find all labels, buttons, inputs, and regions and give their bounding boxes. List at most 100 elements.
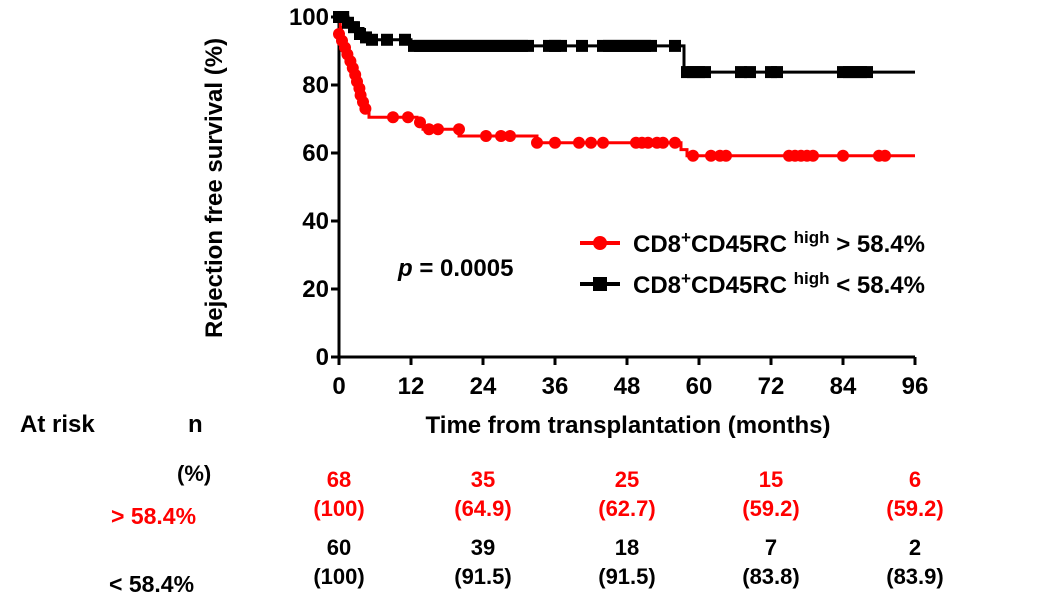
censor-mark	[453, 123, 465, 136]
risk-n-high: 35	[470, 467, 496, 492]
censor-mark	[359, 102, 372, 115]
risk-row-label-low: < 58.4%	[109, 571, 195, 597]
risk-pct-low: (83.9)	[886, 564, 944, 589]
censor-mark	[576, 39, 588, 52]
x-tick-label: 96	[902, 373, 929, 400]
risk-n-high: 68	[326, 467, 352, 492]
legend-marker	[593, 236, 607, 250]
risk-pct-high: (100)	[313, 496, 365, 521]
legend-part-sup1: +	[681, 269, 691, 288]
censor-mark	[645, 39, 657, 52]
censor-mark	[807, 149, 819, 162]
x-tick-label: 24	[470, 373, 497, 400]
p-value: = 0.0005	[413, 255, 514, 282]
risk-n-low: 60	[326, 535, 352, 560]
series-layer	[333, 11, 915, 162]
y-tick-label: 60	[302, 140, 329, 167]
risk-n-high: 6	[908, 467, 922, 492]
series-high	[333, 15, 915, 162]
legend-part-mid: CD45RC	[691, 231, 794, 258]
legend-part-base: CD8	[633, 231, 681, 258]
censor-mark	[555, 39, 567, 52]
censor-mark	[549, 136, 561, 149]
p-value-annotation: p = 0.0005	[397, 255, 513, 282]
y-tick-label: 0	[316, 344, 329, 371]
censor-mark	[771, 66, 783, 79]
legend-item-low: CD8+CD45RC high < 58.4%	[580, 269, 925, 299]
legend-label: CD8+CD45RC high > 58.4%	[633, 228, 925, 258]
censor-mark	[366, 33, 378, 46]
axes: 0 12 24 36 48 60 72 84 96 0 20 40 60 80 100	[289, 4, 928, 400]
risk-row-label-high: > 58.4%	[111, 503, 197, 529]
censor-mark	[522, 39, 534, 52]
series-low	[333, 11, 915, 79]
censor-mark	[495, 130, 507, 142]
x-axis-label: Time from transplantation (months)	[426, 412, 831, 439]
censor-mark	[381, 33, 393, 46]
censor-mark	[657, 136, 669, 149]
censor-mark	[585, 136, 597, 149]
risk-n-high: 25	[614, 467, 640, 492]
censor-mark	[387, 111, 399, 124]
censor-mark	[879, 149, 891, 162]
censor-mark	[504, 130, 516, 142]
censor-mark	[432, 123, 444, 136]
risk-pct-high: (59.2)	[886, 496, 944, 521]
x-tick-label: 48	[614, 373, 641, 400]
risk-pct-low: (83.8)	[742, 564, 800, 589]
risk-n-low: 39	[470, 535, 496, 560]
legend-part-tail: > 58.4%	[830, 231, 925, 258]
p-symbol: p	[397, 255, 413, 282]
risk-table-n-header: n	[188, 411, 203, 438]
x-tick-label: 60	[686, 373, 713, 400]
risk-pct-low: (100)	[313, 564, 365, 589]
x-tick-label: 12	[398, 373, 425, 400]
censor-mark	[402, 111, 414, 124]
censor-mark	[861, 66, 873, 79]
y-tick-label: 80	[302, 72, 329, 99]
risk-pct-high: (59.2)	[742, 496, 800, 521]
y-axis-label: Rejection free survival (%)	[201, 38, 228, 338]
legend-part-sup2: high	[794, 269, 830, 288]
x-tick-label: 72	[758, 373, 785, 400]
legend-part-tail: < 58.4%	[830, 272, 925, 299]
censor-mark	[414, 116, 426, 129]
legend-label: CD8+CD45RC high < 58.4%	[633, 269, 925, 299]
censor-mark	[837, 149, 849, 162]
risk-pct-low: (91.5)	[454, 564, 512, 589]
censor-mark	[699, 66, 711, 79]
censor-mark	[573, 136, 585, 149]
censor-mark	[705, 149, 717, 162]
censor-mark	[531, 136, 543, 149]
survival-curve-high	[338, 15, 915, 158]
legend-part-sup2: high	[794, 228, 830, 247]
risk-n-low: 2	[908, 535, 922, 560]
censor-mark	[687, 149, 699, 162]
censor-mark	[669, 136, 681, 149]
censor-mark	[744, 66, 756, 79]
risk-n-low: 7	[764, 535, 778, 560]
censor-mark	[423, 123, 435, 136]
risk-pct-high: (64.9)	[454, 496, 512, 521]
y-tick-label: 40	[302, 208, 329, 235]
censor-mark	[669, 39, 681, 52]
legend-part-mid: CD45RC	[691, 272, 794, 299]
censor-mark	[642, 136, 654, 149]
x-tick-label: 84	[830, 373, 857, 400]
risk-pct-high: (62.7)	[598, 496, 656, 521]
censor-mark	[480, 130, 492, 142]
legend-item-high: CD8+CD45RC high > 58.4%	[580, 228, 925, 258]
legend-marker	[593, 277, 607, 291]
censor-mark	[597, 136, 609, 149]
y-tick-label: 20	[302, 276, 329, 303]
risk-table-pct-header: (%)	[177, 461, 212, 486]
risk-table-title: At risk	[20, 411, 95, 438]
risk-n-low: 18	[614, 535, 640, 560]
legend-part-sup1: +	[681, 228, 691, 247]
y-tick-label: 100	[289, 4, 329, 31]
legend-part-base: CD8	[633, 272, 681, 299]
x-tick-label: 36	[542, 373, 569, 400]
censor-mark	[720, 149, 732, 162]
risk-n-high: 15	[758, 467, 784, 492]
